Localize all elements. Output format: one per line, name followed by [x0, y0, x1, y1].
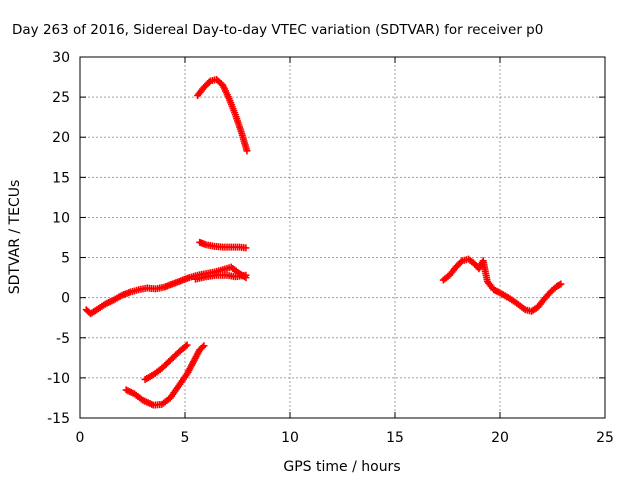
y-tick-label: 10	[52, 210, 70, 226]
y-tick-label: 30	[52, 50, 70, 66]
x-tick-label: 0	[76, 430, 85, 446]
y-tick-label: -10	[47, 371, 70, 387]
x-axis-label: GPS time / hours	[283, 459, 400, 475]
chart-title: Day 263 of 2016, Sidereal Day-to-day VTE…	[12, 22, 543, 38]
series-arc3	[194, 75, 251, 155]
y-tick-label: 15	[52, 170, 70, 186]
y-axis-ticks: -15 -10 -5 0 5 10 15 20 25 30	[47, 50, 605, 427]
y-tick-label: -15	[47, 411, 70, 427]
data-point	[200, 342, 208, 350]
data-point	[556, 281, 563, 289]
y-tick-label: 0	[61, 291, 70, 307]
series-arc5	[122, 342, 208, 409]
x-tick-label: 5	[181, 430, 190, 446]
y-tick-label: -5	[56, 331, 70, 347]
data-points	[82, 75, 565, 409]
data-point	[243, 147, 251, 155]
y-axis-label: SDTVAR / TECUs	[7, 180, 23, 295]
x-tick-label: 10	[281, 430, 299, 446]
data-point	[183, 341, 191, 349]
series-arc6	[141, 341, 191, 383]
data-point	[242, 244, 250, 252]
series-arc2	[192, 271, 250, 283]
series-arc4	[196, 238, 250, 252]
data-point	[557, 280, 565, 288]
series-arc7	[439, 255, 565, 315]
x-axis-ticks: 0 5 10 15 20 25	[76, 57, 614, 446]
plot-frame	[79, 56, 606, 419]
y-tick-label: 25	[52, 90, 70, 106]
x-tick-label: 25	[596, 430, 614, 446]
x-tick-label: 20	[491, 430, 509, 446]
y-tick-label: 5	[61, 251, 70, 267]
y-tick-label: 20	[52, 130, 70, 146]
data-point	[182, 342, 190, 350]
x-tick-label: 15	[386, 430, 404, 446]
data-point	[199, 343, 206, 351]
data-point	[242, 271, 250, 279]
grid-lines	[80, 57, 605, 418]
